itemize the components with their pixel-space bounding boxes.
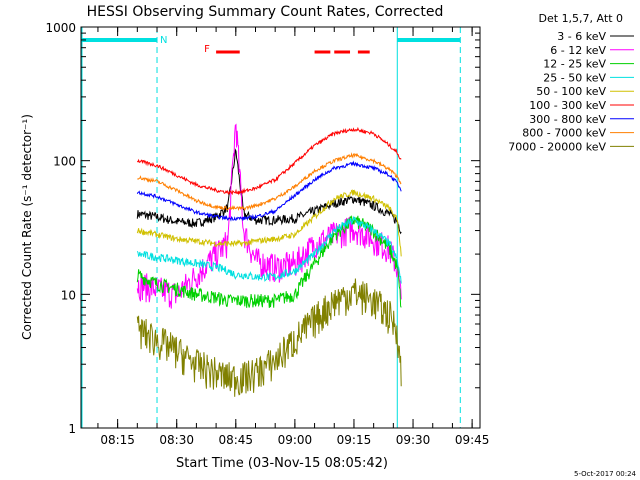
x-tick-label: 08:15 <box>100 433 135 447</box>
annotation-n: N <box>160 35 167 46</box>
legend-header: Det 1,5,7, Att 0 <box>539 12 623 25</box>
series-line-1 <box>136 123 402 309</box>
legend-label: 6 - 12 keV <box>550 44 606 57</box>
marks-layer: NF <box>81 27 461 428</box>
series-line-0 <box>136 148 402 235</box>
plot-frame <box>80 26 481 429</box>
y-tick-label: 100 <box>53 155 76 169</box>
series-line-5 <box>136 126 402 196</box>
series-line-6 <box>136 160 402 222</box>
y-tick-label: 1000 <box>45 21 76 35</box>
axes-layer: 1 10 100 1000 08:15 08:30 08:45 09:00 09:15 09:30… <box>45 21 489 447</box>
x-tick-label: 09:30 <box>396 433 431 447</box>
series-line-7 <box>137 152 402 211</box>
annotation-f: F <box>204 44 210 55</box>
y-tick-label: 1 <box>68 422 76 436</box>
x-tick-label: 09:15 <box>337 433 372 447</box>
legend-label: 300 - 800 keV <box>529 113 606 126</box>
series-line-2 <box>136 214 402 308</box>
series-line-3 <box>136 215 402 284</box>
x-tick-label: 09:45 <box>455 433 490 447</box>
series-line-4 <box>136 189 402 257</box>
legend-label: 25 - 50 keV <box>543 71 606 84</box>
legend-label: 12 - 25 keV <box>543 58 606 71</box>
legend-label: 7000 - 20000 keV <box>508 140 606 153</box>
legend-label: 100 - 300 keV <box>529 99 606 112</box>
x-tick-label: 08:30 <box>159 433 194 447</box>
x-axis-label: Start Time (03-Nov-15 08:05:42) <box>176 456 388 471</box>
chart-title: HESSI Observing Summary Count Rates, Cor… <box>87 4 444 20</box>
y-axis-label: Corrected Count Rate (s⁻¹ detector⁻¹) <box>20 114 34 340</box>
x-tick-label: 08:45 <box>218 433 253 447</box>
y-tick-label: 10 <box>61 288 76 302</box>
x-tick-label: 09:00 <box>278 433 313 447</box>
legend-label: 50 - 100 keV <box>536 85 606 98</box>
series-layer <box>136 123 402 397</box>
legend-label: 3 - 6 keV <box>557 30 606 43</box>
series-line-8 <box>136 278 402 397</box>
footer-timestamp: 5-Oct-2017 00:24 <box>574 470 637 478</box>
legend-label: 800 - 7000 keV <box>522 127 606 140</box>
